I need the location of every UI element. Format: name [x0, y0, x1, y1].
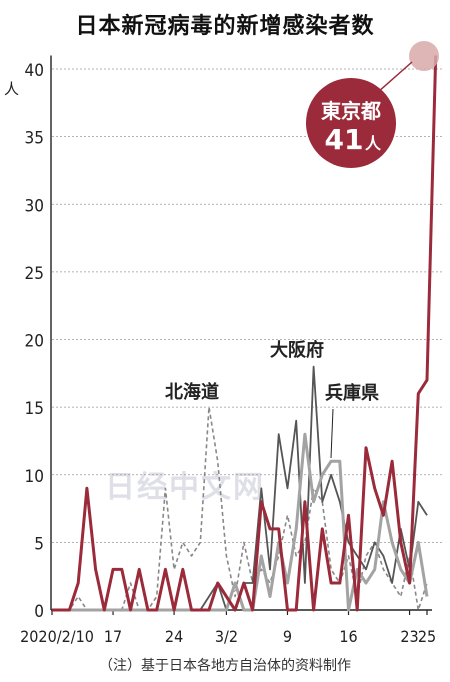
x-tick-label: 16 — [339, 627, 357, 646]
x-tick-label: 2020/2/10 — [20, 627, 94, 646]
y-tick-label: 30 — [25, 196, 44, 216]
x-tick-label: 3/2 — [215, 627, 238, 646]
x-tick-label: 25 — [418, 627, 436, 646]
x-tick-label: 9 — [283, 627, 292, 646]
y-tick-label: 20 — [25, 332, 44, 352]
y-tick-label: 35 — [25, 129, 44, 149]
x-tick-label: 24 — [165, 627, 183, 646]
series-label: 北海道 — [165, 381, 219, 403]
y-unit-label: 人 — [4, 80, 19, 98]
callout-leader-line — [377, 61, 413, 93]
source-note: （注）基于日本各地方自治体的资料制作 — [99, 658, 351, 674]
series-label: 兵庫県 — [325, 382, 379, 404]
y-tick-label: 10 — [25, 467, 44, 487]
tokyo-callout-bubble — [306, 78, 396, 168]
series-line — [52, 432, 429, 612]
callout-unit: 人 — [365, 134, 382, 153]
callout-value: 41 — [325, 123, 364, 156]
series-line — [52, 55, 438, 612]
tokyo-peak-marker — [409, 41, 439, 71]
y-tick-label: 5 — [34, 534, 44, 554]
series-lines — [52, 55, 438, 612]
grid — [52, 68, 444, 543]
x-tick-label: 23 — [400, 627, 418, 646]
y-tick-label: 40 — [25, 61, 44, 81]
series-line — [52, 406, 428, 611]
y-tick-label: 0 — [34, 602, 44, 622]
x-axis: 2020/2/10 17 24 3/2 9 16 23 25 — [20, 609, 436, 646]
chart-title: 日本新冠病毒的新增感染者数 — [75, 14, 375, 39]
callout-name: 東京都 — [321, 99, 381, 123]
x-tick-label: 17 — [104, 627, 122, 646]
y-axis: 0 5 10 15 20 25 30 35 40 人 — [4, 55, 52, 622]
watermark: 日经中文网 — [105, 470, 265, 505]
series-label: 大阪府 — [270, 339, 324, 361]
hyogo-leader-line — [330, 408, 334, 459]
y-tick-label: 25 — [25, 264, 44, 284]
y-tick-label: 15 — [25, 399, 44, 419]
